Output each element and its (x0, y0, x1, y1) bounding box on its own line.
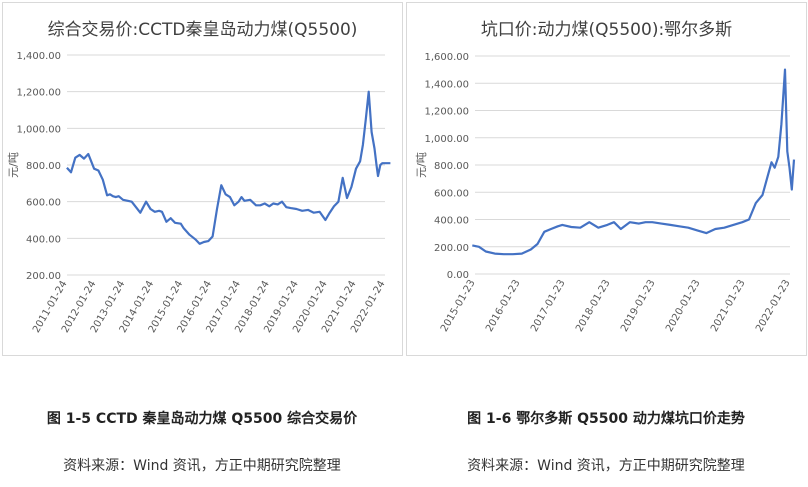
chart-title: 综合交易价:CCTD秦皇岛动力煤(Q5500) (47, 20, 358, 40)
chart-svg-cctd: 200.00 400.00 600.00 800.00 1,000.00 1,200.00… (7, 51, 391, 335)
chart-panel-cctd: 综合交易价:CCTD秦皇岛动力煤(Q5500) 200.00 400.00 600.… (2, 2, 403, 356)
y-tick-label: 1,200.00 (424, 107, 469, 118)
y-axis-label: 元/吨 (415, 152, 428, 178)
y-tick-label: 1,000.00 (16, 124, 61, 135)
y-tick-label: 200.00 (26, 271, 61, 282)
x-tick-label: 2017-01-23 (529, 278, 568, 334)
x-tick-label: 2018-01-23 (574, 278, 613, 334)
y-axis-label: 元/吨 (7, 152, 20, 178)
source-note: 资料来源：Wind 资讯，方正中期研究院整理 (63, 458, 341, 474)
y-tick-label: 1,400.00 (424, 79, 469, 90)
x-tick-label: 2021-01-23 (709, 278, 748, 334)
y-tick-label: 400.00 (434, 216, 469, 227)
x-tick-label: 2019-01-23 (619, 278, 658, 334)
y-tick-label: 800.00 (26, 161, 61, 172)
x-tick-label: 2020-01-23 (664, 278, 703, 334)
y-tick-label: 0.00 (447, 270, 469, 281)
y-tick-label: 400.00 (26, 234, 61, 245)
chart-svg-ordos: 0.00 200.00 400.00 600.00 800.00 1,000.00 1,20… (415, 52, 796, 334)
y-tick-label: 1,200.00 (16, 88, 61, 99)
chart-title: 坑口价:动力煤(Q5500):鄂尔多斯 (480, 20, 733, 40)
y-tick-label: 1,600.00 (424, 52, 469, 63)
x-tick-label: 2016-01-23 (484, 278, 523, 334)
chart-panel-ordos: 坑口价:动力煤(Q5500):鄂尔多斯 0.00 200.00 400.00 600.… (406, 2, 807, 356)
y-tick-label: 600.00 (434, 188, 469, 199)
x-tick-label: 2015-01-23 (439, 278, 478, 334)
y-tick-label: 1,400.00 (16, 51, 61, 62)
series-line (66, 90, 391, 245)
figure-caption: 图 1-6 鄂尔多斯 Q5500 动力煤坑口价走势 (467, 411, 745, 427)
series-line (472, 68, 796, 256)
y-tick-label: 600.00 (26, 198, 61, 209)
y-tick-label: 200.00 (434, 243, 469, 254)
source-note: 资料来源：Wind 资讯，方正中期研究院整理 (467, 458, 745, 474)
figure-caption: 图 1-5 CCTD 秦皇岛动力煤 Q5500 综合交易价 (46, 411, 358, 427)
y-tick-label: 1,000.00 (424, 134, 469, 145)
y-tick-label: 800.00 (434, 161, 469, 172)
x-tick-label: 2022-01-23 (754, 278, 793, 334)
